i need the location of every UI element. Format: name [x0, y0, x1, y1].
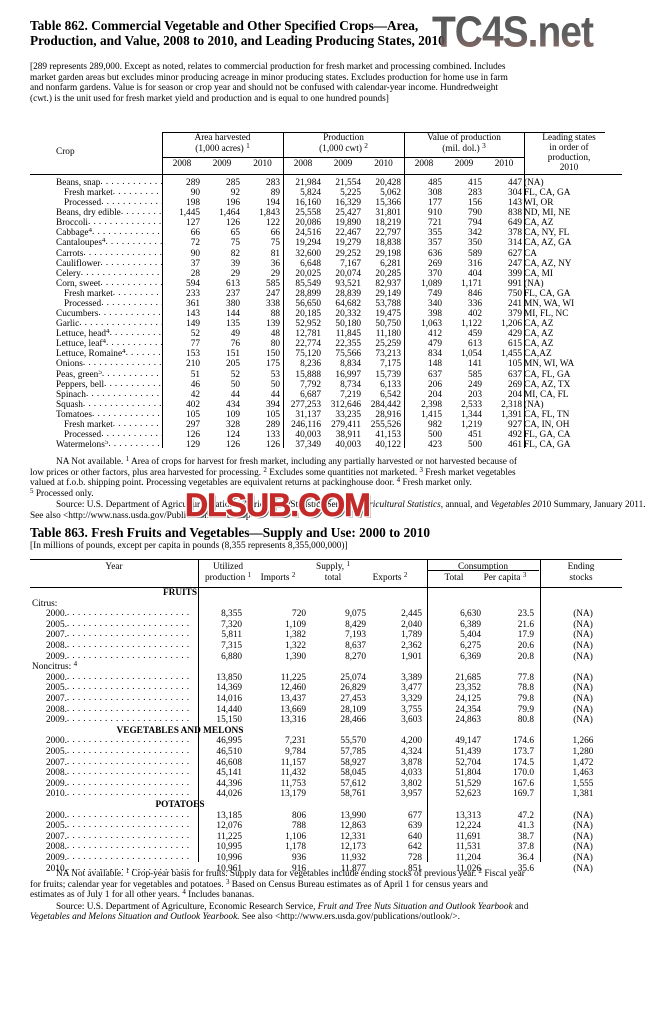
- svg-text:TC4S.net: TC4S.net: [432, 8, 594, 55]
- svg-text:DLSUB.COM: DLSUB.COM: [185, 488, 370, 523]
